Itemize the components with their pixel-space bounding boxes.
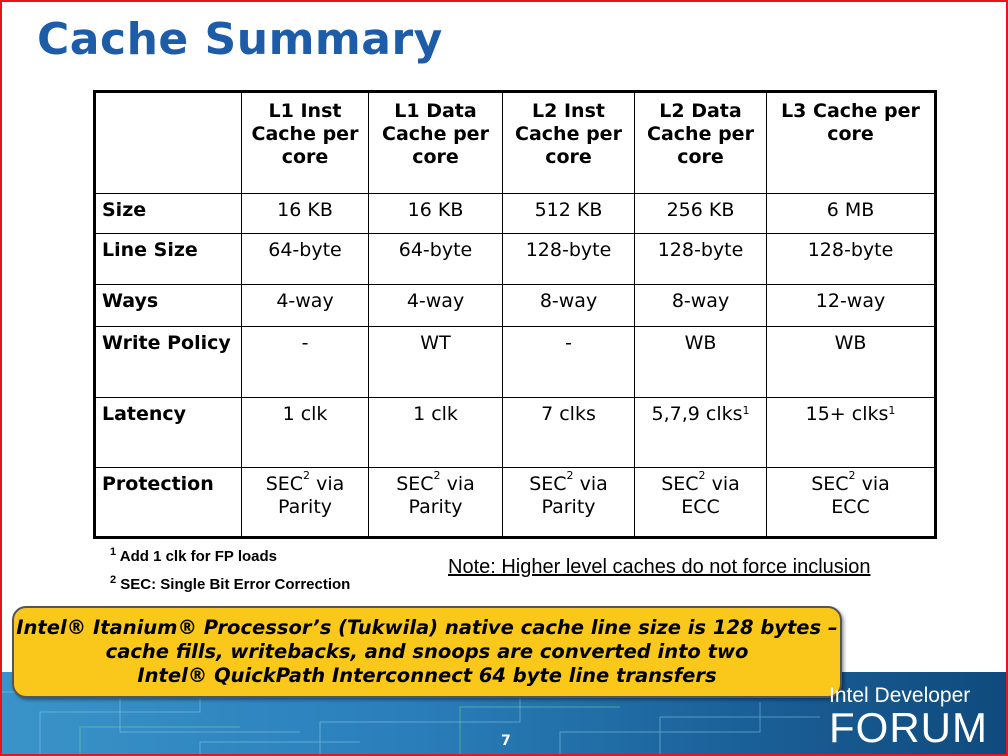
cell-value: 8-way	[671, 290, 730, 312]
cell-value: 7 clks	[541, 403, 596, 425]
footnote-text: SEC: Single Bit Error Correction	[120, 576, 351, 593]
table-cell: SEC via Parity	[368, 467, 503, 538]
cell-value: 4-way	[276, 290, 334, 312]
callout-line: Intel® QuickPath Interconnect 64 byte li…	[137, 664, 717, 687]
table-cell: 12-way	[766, 284, 936, 327]
cell-value: SEC via ECC	[660, 469, 742, 519]
footnote-mark: 2	[110, 574, 117, 586]
table-row: Ways 4-way 4-way 8-way 8-way 12-way	[94, 284, 936, 327]
cell-value: WB	[684, 332, 717, 354]
cell-value: 1 clk	[413, 403, 458, 425]
footnote-ref: 1	[888, 404, 896, 417]
header-cell: L2 Inst Cache per core	[502, 91, 635, 194]
table-cell: 5,7,9 clks1	[634, 397, 767, 468]
footnote-mark: 1	[110, 546, 117, 558]
cell-value: WB	[834, 332, 867, 354]
cell-value: -	[301, 332, 309, 354]
table-cell: 64-byte	[368, 233, 503, 285]
table-cell: 128-byte	[502, 233, 635, 285]
table-cell: 1 clk	[368, 397, 503, 468]
table-cell: -	[241, 326, 369, 398]
cell-value: 6 MB	[826, 199, 875, 221]
footnote-ref: 1	[742, 404, 750, 417]
row-label: Line Size	[94, 233, 242, 285]
table-cell: SEC via Parity	[241, 467, 369, 538]
table-cell: 16 KB	[368, 193, 503, 234]
cell-value: WT	[420, 332, 451, 354]
cell-value: 128-byte	[657, 239, 744, 261]
footnote-2: 2 SEC: Single Bit Error Correction	[110, 574, 351, 594]
header-cell: L3 Cache per core	[766, 91, 936, 194]
cell-value: SEC via Parity	[528, 469, 610, 519]
row-label: Protection	[94, 467, 242, 538]
table-cell: SEC via Parity	[502, 467, 635, 538]
table-cell: 1 clk	[241, 397, 369, 468]
cell-value: 16 KB	[407, 199, 464, 221]
cell-value: SEC via Parity	[395, 469, 477, 519]
row-label: Write Policy	[94, 326, 242, 398]
header-cell: L2 Data Cache per core	[634, 91, 767, 194]
table-cell: WB	[766, 326, 936, 398]
page-number: 7	[501, 733, 511, 749]
idf-logo: Intel Developer FORUM	[829, 684, 988, 751]
cell-value: -	[565, 332, 572, 354]
table-cell: SEC via ECC	[766, 467, 936, 538]
table-cell: 16 KB	[241, 193, 369, 234]
row-label: Ways	[94, 284, 242, 327]
cache-summary-table: L1 Inst Cache per core L1 Data Cache per…	[93, 90, 937, 539]
tukwila-callout: Intel® Itanium® Processor’s (Tukwila) na…	[12, 606, 842, 698]
cell-value: 64-byte	[398, 239, 473, 261]
table-row: Protection SEC via Parity SEC via Parity SE…	[94, 467, 936, 538]
cell-value: 1 clk	[282, 403, 328, 425]
row-label: Size	[94, 193, 242, 234]
cell-value: 15+ clks	[805, 403, 889, 425]
cell-value: 5,7,9 clks	[651, 403, 743, 425]
table-row: Size 16 KB 16 KB 512 KB 256 KB 6 MB	[94, 193, 936, 234]
table-cell: -	[502, 326, 635, 398]
cell-value: 128-byte	[807, 239, 894, 261]
table-row: Latency 1 clk 1 clk 7 clks 5,7,9 clks1 15+ cl…	[94, 397, 936, 468]
table-cell: 128-byte	[766, 233, 936, 285]
table-cell: 512 KB	[502, 193, 635, 234]
slide-title: Cache Summary	[37, 14, 443, 65]
cell-value: 64-byte	[268, 239, 342, 261]
table-cell: 64-byte	[241, 233, 369, 285]
header-cell: L1 Data Cache per core	[368, 91, 503, 194]
cell-value: 16 KB	[277, 199, 333, 221]
cell-value: 128-byte	[525, 239, 612, 261]
table-cell: 4-way	[241, 284, 369, 327]
cell-value: SEC via ECC	[810, 469, 892, 519]
logo-line: FORUM	[829, 704, 988, 751]
table-cell: 6 MB	[766, 193, 936, 234]
table-cell: 7 clks	[502, 397, 635, 468]
callout-line: Intel® Itanium® Processor’s (Tukwila) na…	[16, 616, 838, 639]
cell-value: 4-way	[406, 290, 465, 312]
callout-line: cache fills, writebacks, and snoops are …	[105, 640, 749, 663]
inclusion-note: Note: Higher level caches do not force i…	[448, 556, 871, 578]
table-cell: WB	[634, 326, 767, 398]
cell-value: 8-way	[539, 290, 598, 312]
header-cell	[94, 91, 242, 194]
table-row: Line Size 64-byte 64-byte 128-byte 128-byte 1…	[94, 233, 936, 285]
table-header-row: L1 Inst Cache per core L1 Data Cache per…	[94, 91, 936, 194]
logo-line: Intel Developer	[829, 684, 971, 707]
table-cell: SEC via ECC	[634, 467, 767, 538]
table-cell: WT	[368, 326, 503, 398]
table-cell: 256 KB	[634, 193, 767, 234]
table-cell: 4-way	[368, 284, 503, 327]
table-cell: 15+ clks1	[766, 397, 936, 468]
table-row: Write Policy - WT - WB WB	[94, 326, 936, 398]
table-cell: 8-way	[502, 284, 635, 327]
cell-value: 256 KB	[666, 199, 735, 221]
row-label: Latency	[94, 397, 242, 468]
cell-value: SEC via Parity	[264, 469, 346, 519]
table-cell: 8-way	[634, 284, 767, 327]
footnote-1: 1 Add 1 clk for FP loads	[110, 546, 278, 566]
cell-value: 12-way	[815, 290, 886, 312]
cell-value: 512 KB	[534, 199, 603, 221]
table-cell: 128-byte	[634, 233, 767, 285]
header-cell: L1 Inst Cache per core	[241, 91, 369, 194]
footnote-text: Add 1 clk for FP loads	[119, 548, 278, 565]
